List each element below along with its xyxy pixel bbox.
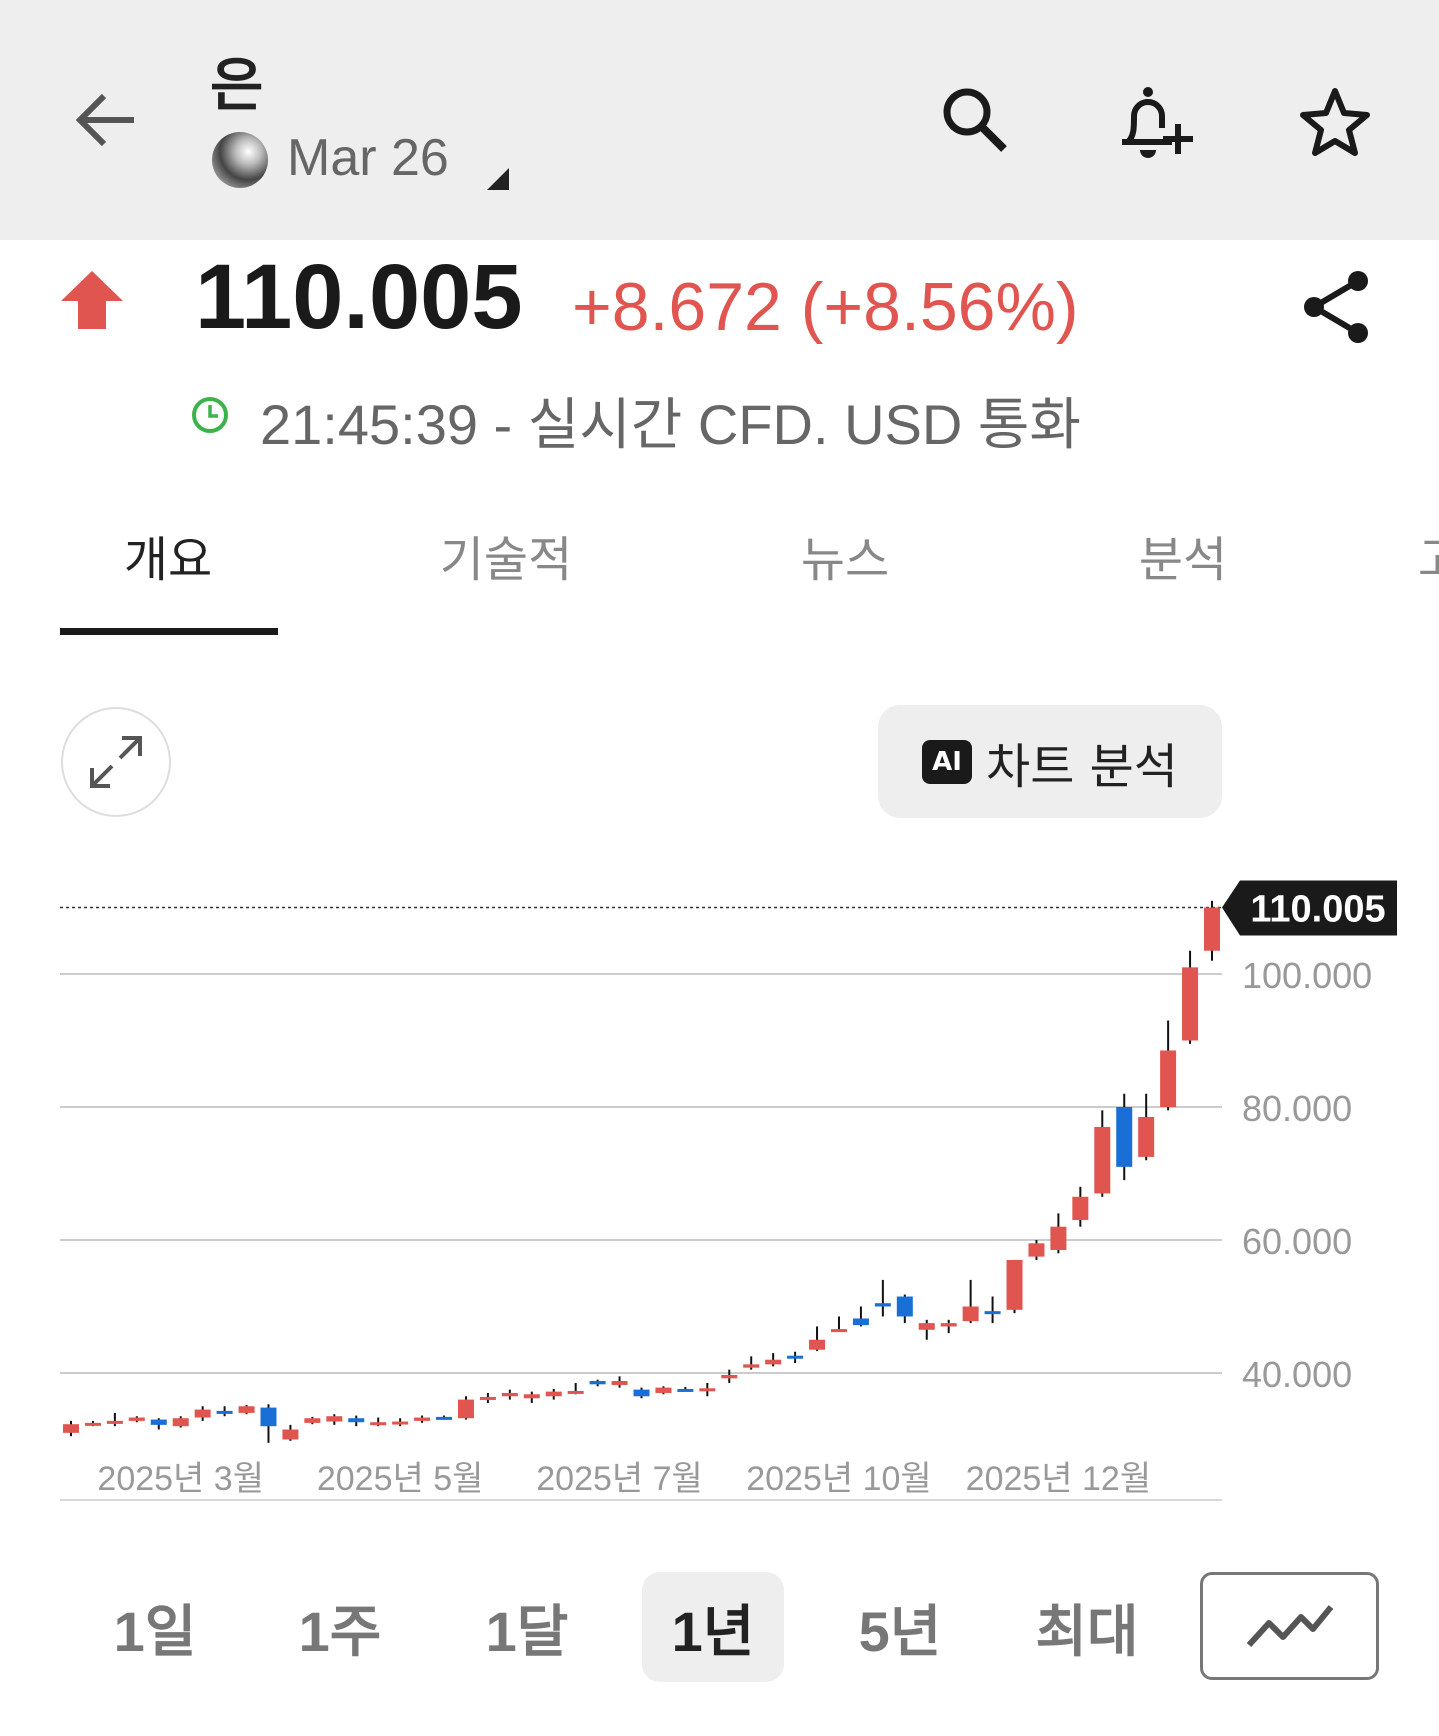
y-tick-label: 100.000	[1242, 955, 1372, 996]
candle-body	[809, 1339, 826, 1350]
candle-body	[787, 1355, 804, 1359]
search-icon[interactable]	[935, 80, 1015, 160]
x-tick-label: 2025년 12월	[966, 1460, 1151, 1498]
candle-body	[63, 1424, 79, 1433]
range-max[interactable]: 최대	[1035, 1599, 1139, 1663]
tab-more[interactable]: 고	[1418, 520, 1439, 590]
candle-body	[172, 1418, 189, 1427]
range-1w[interactable]: 1주	[298, 1599, 382, 1663]
range-1m[interactable]: 1달	[485, 1599, 569, 1663]
range-1y[interactable]: 1년	[642, 1572, 784, 1682]
expand-icon	[90, 736, 142, 788]
candle-body	[830, 1329, 847, 1333]
share-icon[interactable]	[1298, 268, 1374, 346]
candle-body	[1006, 1259, 1023, 1310]
candle-body	[1138, 1116, 1155, 1157]
candle-body	[304, 1418, 321, 1423]
dropdown-triangle-icon[interactable]	[487, 168, 509, 190]
clock-icon	[188, 393, 232, 437]
candle-body	[1072, 1196, 1089, 1221]
candlestick-chart[interactable]: 40.000 60.000 80.000 100.000 2025년 3월 2025년 5…	[0, 860, 1439, 1520]
ai-chart-analysis-label: 차트 분석	[986, 738, 1178, 795]
candle-body	[370, 1422, 387, 1426]
candle-body	[1116, 1107, 1133, 1167]
candle-body	[962, 1306, 979, 1322]
fullscreen-button[interactable]	[61, 707, 171, 817]
candle-body	[1182, 967, 1199, 1041]
bell-plus-icon[interactable]	[1110, 78, 1200, 163]
range-1d[interactable]: 1일	[113, 1599, 197, 1663]
tab-analysis[interactable]: 분석	[1138, 532, 1228, 588]
quote-time-info: 21:45:39 - 실시간 CFD. USD 통화	[260, 393, 1081, 456]
candle-body	[523, 1394, 540, 1399]
candle-body	[501, 1392, 518, 1397]
range-5y[interactable]: 5년	[858, 1599, 942, 1663]
active-tab-indicator	[60, 628, 278, 635]
candle-body	[194, 1409, 211, 1418]
tab-overview[interactable]: 개요	[123, 532, 213, 588]
silver-coin-icon	[212, 132, 268, 188]
candle-body	[216, 1410, 233, 1414]
candle-body	[721, 1374, 738, 1379]
ai-chart-analysis-button[interactable]: AI 차트 분석	[878, 705, 1222, 818]
x-tick-label: 2025년 7월	[536, 1460, 703, 1498]
candle-body	[457, 1399, 474, 1419]
tab-technical[interactable]: 기술적	[439, 532, 573, 588]
x-tick-label: 2025년 10월	[746, 1460, 931, 1498]
candle-body	[699, 1388, 716, 1392]
candle-body	[589, 1380, 606, 1385]
ai-icon: AI	[922, 739, 973, 784]
candle-body	[1094, 1126, 1111, 1194]
price-change: +8.672 (+8.56%)	[572, 269, 1079, 345]
candle-body	[677, 1388, 694, 1392]
candle-body	[611, 1380, 628, 1385]
x-tick-label: 2025년 3월	[97, 1460, 264, 1498]
candle-body	[633, 1389, 650, 1397]
instrument-title: 은	[210, 51, 264, 119]
candle-body	[545, 1391, 562, 1397]
x-tick-label: 2025년 5월	[317, 1460, 484, 1498]
candle-body	[326, 1416, 343, 1422]
price-up-arrow-icon	[58, 268, 126, 332]
y-tick-label: 80.000	[1242, 1088, 1352, 1129]
candle-body	[260, 1407, 277, 1427]
candle-body	[238, 1406, 255, 1413]
candle-body	[984, 1311, 1001, 1315]
candle-body	[896, 1296, 913, 1317]
tab-news[interactable]: 뉴스	[800, 532, 890, 588]
chart-type-button[interactable]	[1200, 1572, 1379, 1680]
candle-body	[743, 1364, 760, 1368]
header-bar	[0, 0, 1439, 240]
candle-body	[150, 1419, 167, 1425]
candle-body	[436, 1416, 453, 1420]
line-chart-icon	[1246, 1605, 1333, 1648]
candle-body	[655, 1387, 672, 1393]
candle-body	[874, 1303, 891, 1307]
y-tick-label: 60.000	[1242, 1221, 1352, 1262]
current-price-label: 110.005	[1250, 889, 1385, 931]
contract-selector[interactable]: Mar 26	[287, 129, 449, 187]
y-tick-label: 40.000	[1242, 1354, 1352, 1395]
current-price-tag	[1222, 880, 1397, 936]
back-arrow-icon[interactable]	[70, 88, 140, 152]
candle-body	[479, 1396, 496, 1400]
candle-body	[1050, 1226, 1067, 1250]
candle-body	[1028, 1243, 1045, 1257]
candle-body	[852, 1318, 869, 1326]
candle-body	[106, 1420, 123, 1424]
candle-body	[918, 1323, 935, 1330]
candle-body	[567, 1390, 584, 1394]
candle-body	[1160, 1050, 1177, 1107]
last-price: 110.005	[195, 246, 523, 348]
candle-body	[392, 1421, 409, 1425]
candle-body	[414, 1417, 431, 1421]
candle-body	[348, 1418, 365, 1423]
candle-body	[940, 1323, 957, 1327]
candle-body	[84, 1422, 101, 1426]
candle-body	[128, 1417, 145, 1421]
candle-body	[1204, 907, 1220, 951]
star-icon[interactable]	[1295, 82, 1375, 162]
candle-body	[282, 1429, 299, 1440]
candle-body	[765, 1359, 782, 1365]
